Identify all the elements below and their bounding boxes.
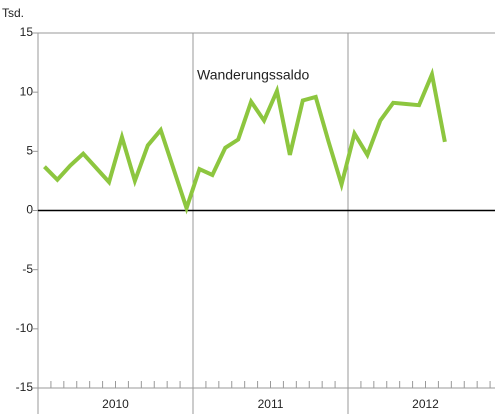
y-tick-label: 10: [20, 84, 34, 98]
y-tick-label: -5: [22, 262, 33, 276]
y-tick-label: 0: [26, 203, 33, 217]
y-tick-label: 5: [26, 144, 33, 158]
x-tick-label: 2011: [258, 397, 284, 411]
x-tick-label: 2012: [412, 397, 439, 411]
y-tick-label: 15: [20, 25, 34, 39]
y-axis-label: Tsd.: [2, 6, 24, 20]
y-tick-label: -10: [16, 321, 34, 335]
annotation: Wanderungssaldo: [197, 67, 310, 83]
data-line: [43, 67, 447, 215]
y-tick-label: -15: [16, 380, 34, 394]
x-tick-label: 2010: [102, 397, 129, 411]
